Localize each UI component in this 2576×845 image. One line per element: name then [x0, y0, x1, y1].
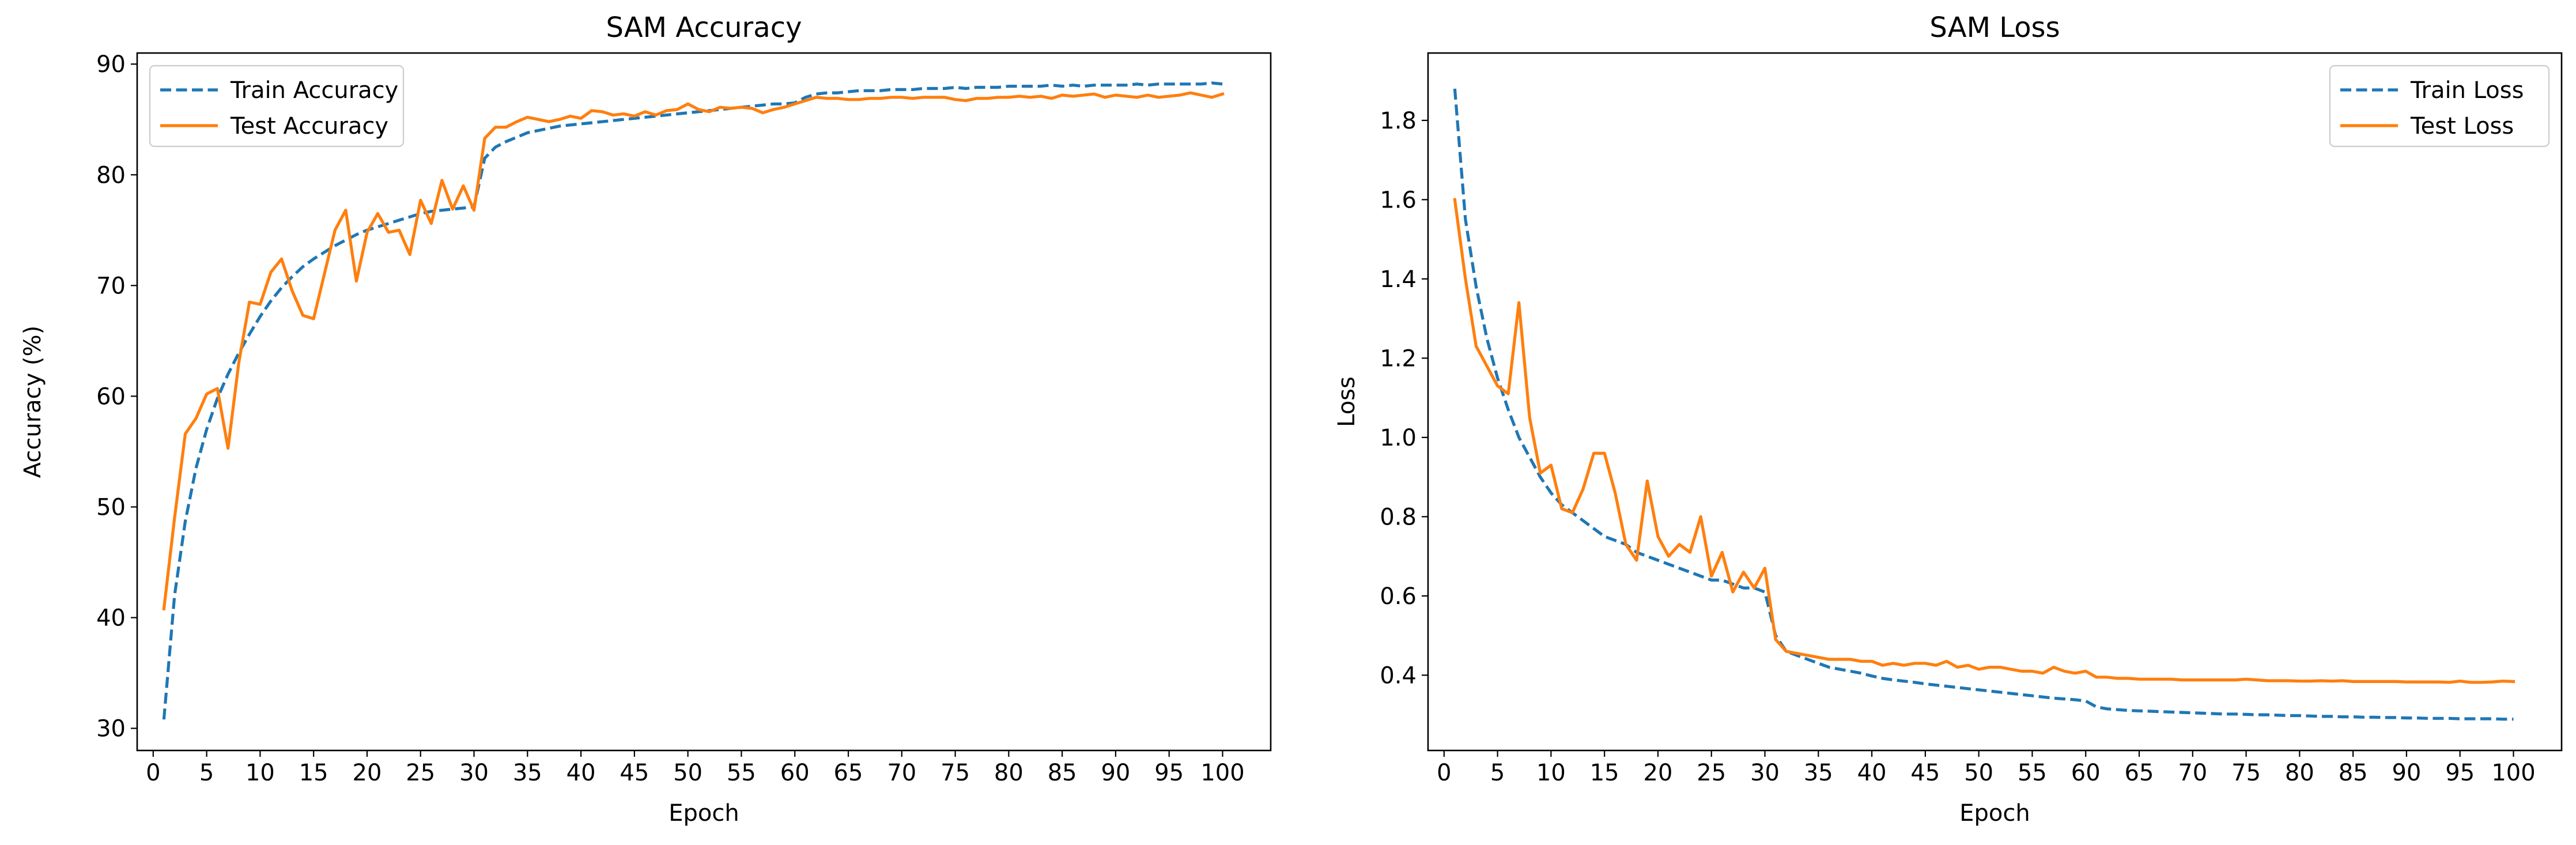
x-tick-label: 20 [353, 760, 382, 786]
x-tick-label: 10 [1536, 760, 1566, 786]
x-tick-label: 65 [2125, 760, 2154, 786]
legend-label: Train Loss [2410, 77, 2524, 104]
x-tick-label: 40 [1857, 760, 1887, 786]
x-tick-label: 5 [1490, 760, 1505, 786]
x-tick-label: 95 [2445, 760, 2475, 786]
x-tick-label: 30 [1750, 760, 1780, 786]
x-axis-label: Epoch [1959, 800, 2030, 827]
series-line-train-accuracy [162, 81, 1223, 720]
y-tick-label: 0.8 [1380, 504, 1417, 530]
y-tick-label: 30 [96, 716, 126, 742]
x-tick-label: 70 [2178, 760, 2207, 786]
x-tick-label: 10 [245, 760, 275, 786]
legend: Train Loss Test Loss [2329, 65, 2550, 148]
series-line-test-accuracy [162, 91, 1225, 611]
x-tick-label: 15 [299, 760, 328, 786]
x-tick-label: 90 [1101, 760, 1130, 786]
legend-label: Test Accuracy [230, 113, 388, 139]
x-tick-label: 5 [199, 760, 214, 786]
y-tick-label: 1.8 [1380, 108, 1417, 134]
x-tick-label: 25 [406, 760, 435, 786]
y-tick-label: 90 [96, 51, 126, 78]
y-tick-label: 1.2 [1380, 345, 1417, 372]
x-tick-label: 55 [2018, 760, 2047, 786]
y-tick-label: 0.4 [1380, 662, 1417, 689]
y-axis-label: Accuracy (%) [20, 326, 46, 478]
x-tick-label: 45 [620, 760, 649, 786]
y-tick-label: 1.6 [1380, 187, 1417, 213]
x-tick-label: 70 [887, 760, 916, 786]
x-tick-label: 100 [2491, 760, 2535, 786]
x-tick-label: 60 [780, 760, 810, 786]
loss-chart: 0 5 10 15 20 25 30 35 40 45 50 55 60 65 70 75 80 85 90 95 10… [1334, 12, 2563, 827]
y-tick-label: 70 [96, 273, 126, 299]
x-tick-label: 85 [1048, 760, 1077, 786]
y-tick-label: 1.4 [1380, 266, 1417, 293]
series-line-test-loss [1453, 198, 2515, 684]
x-tick-label: 15 [1590, 760, 1619, 786]
chart-title: SAM Accuracy [606, 12, 802, 44]
x-axis-label: Epoch [668, 800, 739, 827]
x-tick-label: 50 [673, 760, 702, 786]
axes-frame [136, 52, 1272, 752]
x-tick-label: 30 [459, 760, 489, 786]
legend: Train Accuracy Test Accuracy [149, 65, 405, 148]
x-tick-label: 80 [994, 760, 1023, 786]
series-line-train-loss [1453, 88, 2514, 721]
x-tick-label: 75 [940, 760, 970, 786]
x-tick-label: 50 [1964, 760, 1993, 786]
y-tick-label: 60 [96, 383, 126, 410]
accuracy-chart: 0 5 10 15 20 25 30 35 40 45 50 55 60 65 70 75 80 85 90 95 10… [20, 12, 1272, 827]
axes-frame [1427, 52, 2563, 752]
chart-title: SAM Loss [1929, 12, 2060, 44]
x-tick-label: 25 [1697, 760, 1726, 786]
x-tick-label: 55 [727, 760, 756, 786]
x-tick-label: 100 [1200, 760, 1244, 786]
x-tick-label: 35 [1804, 760, 1833, 786]
legend-label: Train Accuracy [230, 77, 398, 104]
x-tick-label: 95 [1154, 760, 1184, 786]
x-tick-label: 80 [2285, 760, 2314, 786]
y-tick-label: 50 [96, 494, 126, 520]
x-tick-label: 0 [146, 760, 160, 786]
x-tick-label: 85 [2339, 760, 2368, 786]
y-tick-label: 0.6 [1380, 583, 1417, 610]
x-tick-label: 20 [1644, 760, 1673, 786]
x-tick-label: 45 [1910, 760, 1940, 786]
y-axis-label: Loss [1334, 376, 1360, 427]
x-tick-label: 40 [566, 760, 596, 786]
x-tick-label: 60 [2071, 760, 2101, 786]
x-tick-label: 90 [2392, 760, 2421, 786]
x-tick-label: 35 [513, 760, 542, 786]
y-tick-label: 40 [96, 605, 126, 632]
x-tick-label: 0 [1437, 760, 1451, 786]
y-tick-label: 1.0 [1380, 425, 1417, 451]
x-tick-label: 65 [834, 760, 863, 786]
y-tick-label: 80 [96, 162, 126, 188]
x-tick-label: 75 [2231, 760, 2261, 786]
legend-label: Test Loss [2410, 113, 2514, 139]
